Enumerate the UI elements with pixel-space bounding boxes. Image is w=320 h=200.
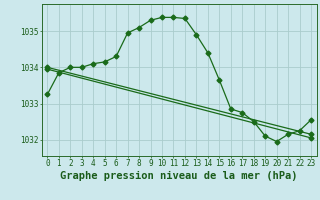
X-axis label: Graphe pression niveau de la mer (hPa): Graphe pression niveau de la mer (hPa): [60, 171, 298, 181]
